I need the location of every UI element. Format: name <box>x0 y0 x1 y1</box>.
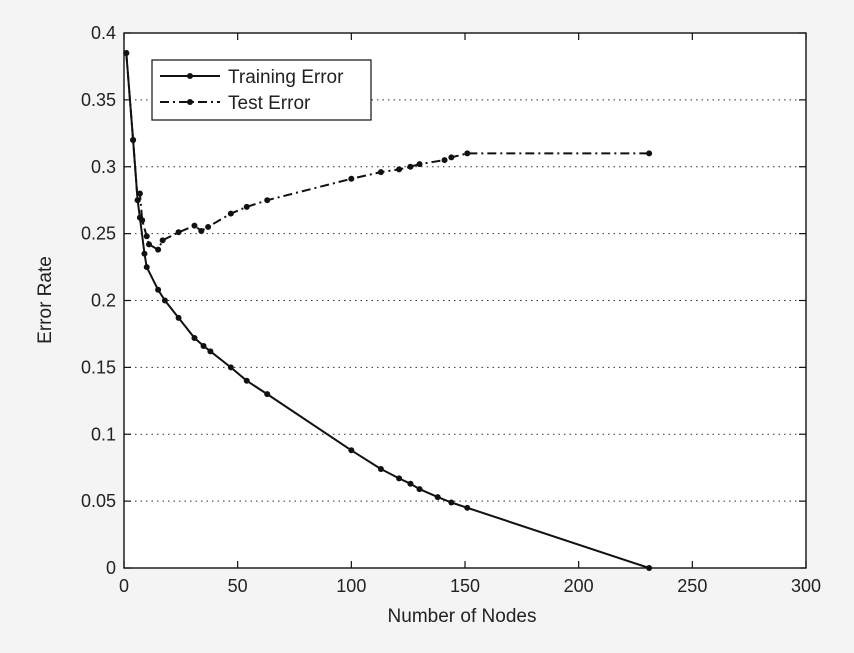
data-point-training-error <box>175 314 182 321</box>
series-group <box>123 50 653 571</box>
x-tick-label: 200 <box>564 576 594 596</box>
x-tick-label: 300 <box>791 576 821 596</box>
data-point-test-error <box>146 241 153 248</box>
data-point-test-error <box>416 161 423 168</box>
data-point-training-error <box>448 499 455 506</box>
series-line-training-error <box>125 53 650 569</box>
data-point-test-error <box>198 227 205 234</box>
data-point-test-error <box>441 157 448 164</box>
data-point-test-error <box>264 197 271 204</box>
axes: 0 0.05 0.1 0.15 0.2 0.25 0.3 0.35 0.4 0 50 100 150 20… <box>81 23 821 596</box>
y-tick-label: 0.1 <box>91 424 116 444</box>
x-tick-label: 50 <box>228 576 248 596</box>
data-point-test-error <box>175 229 182 236</box>
data-point-test-error <box>159 237 166 244</box>
data-point-test-error <box>155 246 162 253</box>
legend-box <box>151 59 372 121</box>
data-point-test-error <box>243 203 250 210</box>
data-point-training-error <box>200 342 207 349</box>
data-point-test-error <box>396 166 403 173</box>
data-point-training-error <box>136 214 143 221</box>
data-point-training-error <box>464 504 471 511</box>
y-tick-label: 0.25 <box>81 224 116 244</box>
data-point-training-error <box>243 377 250 384</box>
y-tick-label: 0.3 <box>91 157 116 177</box>
x-tick-label: 150 <box>450 576 480 596</box>
data-point-training-error <box>227 364 234 371</box>
data-point-test-error <box>646 150 653 157</box>
data-point-training-error <box>377 466 384 473</box>
x-tick-label: 250 <box>677 576 707 596</box>
legend: Training Error Test Error <box>151 59 372 121</box>
gridlines <box>124 99 806 502</box>
data-point-test-error <box>143 233 150 240</box>
data-point-training-error <box>161 297 168 304</box>
data-point-training-error <box>207 348 214 355</box>
data-point-training-error <box>123 50 130 57</box>
legend-label-training: Training Error <box>228 67 344 88</box>
data-point-test-error <box>448 154 455 161</box>
data-point-test-error <box>191 222 198 229</box>
y-tick-label: 0.05 <box>81 491 116 511</box>
data-point-training-error <box>348 447 355 454</box>
y-tick-label: 0 <box>106 558 116 578</box>
y-tick-label: 0.2 <box>91 291 116 311</box>
data-point-training-error <box>130 137 137 143</box>
data-point-test-error <box>407 163 414 170</box>
y-tick-label: 0.35 <box>81 90 116 110</box>
y-tick-label: 0.4 <box>91 23 116 43</box>
data-point-test-error <box>464 150 471 157</box>
data-point-training-error <box>134 197 141 204</box>
data-point-training-error <box>191 334 198 341</box>
data-point-test-error <box>377 169 384 176</box>
legend-marker-test <box>187 99 193 105</box>
data-point-training-error <box>143 264 150 271</box>
y-axis-label: Error Rate <box>35 256 56 344</box>
data-point-test-error <box>227 210 234 217</box>
data-point-training-error <box>396 475 403 482</box>
x-tick-label: 0 <box>119 576 129 596</box>
legend-label-test: Test Error <box>228 93 311 114</box>
data-point-test-error <box>348 175 355 182</box>
legend-marker-training <box>187 73 193 79</box>
x-axis-label: Number of Nodes <box>388 606 537 627</box>
data-point-training-error <box>155 286 162 293</box>
data-point-training-error <box>416 486 423 493</box>
data-point-training-error <box>141 250 148 257</box>
data-point-test-error <box>205 223 212 230</box>
x-tick-label: 100 <box>336 576 366 596</box>
data-point-test-error <box>136 190 143 197</box>
data-point-training-error <box>264 391 271 398</box>
data-point-training-error <box>407 480 414 487</box>
data-point-training-error <box>434 494 441 501</box>
y-tick-label: 0.15 <box>81 357 116 377</box>
